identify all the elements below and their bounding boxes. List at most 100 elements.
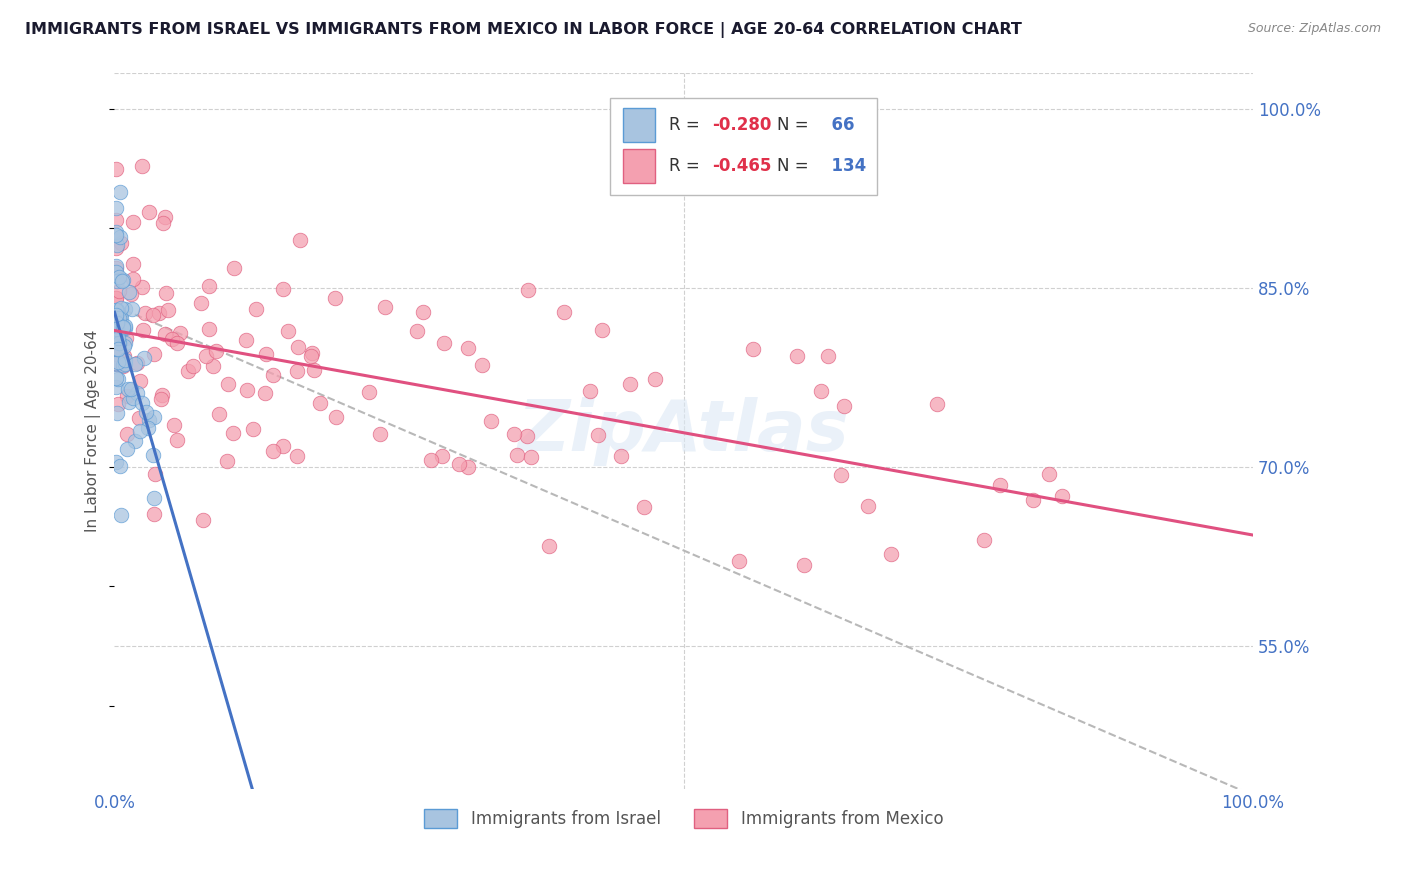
Text: R =: R = <box>669 157 704 175</box>
Point <box>285 364 308 378</box>
Point <box>107 326 129 341</box>
Text: ZipAtlas: ZipAtlas <box>517 397 849 466</box>
Point <box>973 533 995 547</box>
Point <box>118 395 141 409</box>
Point <box>104 308 127 322</box>
Point <box>308 396 330 410</box>
Point <box>112 339 135 353</box>
Point <box>449 457 471 471</box>
Point <box>832 400 855 414</box>
Point <box>194 349 217 363</box>
Point <box>105 259 128 273</box>
Point <box>105 343 128 357</box>
Point <box>105 316 128 330</box>
Point <box>105 303 128 318</box>
Point <box>166 433 188 447</box>
Point <box>520 450 543 465</box>
Point <box>112 359 135 373</box>
Point <box>277 324 299 338</box>
Point <box>198 321 221 335</box>
Point <box>105 225 128 239</box>
Point <box>131 395 153 409</box>
Point <box>163 418 186 433</box>
Point <box>108 186 131 200</box>
Point <box>457 341 479 355</box>
Point <box>104 241 127 255</box>
Point <box>470 358 492 372</box>
Point <box>880 547 903 561</box>
Point <box>110 235 132 250</box>
Point <box>111 321 134 335</box>
Point <box>122 391 145 405</box>
Point <box>155 327 177 342</box>
Text: IMMIGRANTS FROM ISRAEL VS IMMIGRANTS FROM MEXICO IN LABOR FORCE | AGE 20-64 CORR: IMMIGRANTS FROM ISRAEL VS IMMIGRANTS FRO… <box>25 22 1022 38</box>
Point <box>374 300 396 314</box>
Text: R =: R = <box>669 116 704 135</box>
Point <box>191 513 214 527</box>
Point <box>121 301 143 316</box>
Point <box>553 304 575 318</box>
Point <box>132 351 155 365</box>
Point <box>121 257 143 271</box>
Point <box>120 286 142 301</box>
Point <box>138 205 160 219</box>
Point <box>104 316 127 330</box>
Point <box>299 349 322 363</box>
Point <box>254 386 277 401</box>
Point <box>166 335 188 350</box>
Point <box>609 449 631 463</box>
Point <box>810 384 832 398</box>
Point <box>148 306 170 320</box>
Point <box>224 261 246 276</box>
Point <box>107 358 129 372</box>
Point <box>586 428 609 442</box>
Point <box>107 311 129 326</box>
Point <box>506 449 529 463</box>
Point <box>107 333 129 347</box>
Point <box>104 346 127 360</box>
Point <box>235 333 257 347</box>
Point <box>256 346 278 360</box>
Point <box>142 448 165 462</box>
Point <box>152 216 174 230</box>
Point <box>111 273 134 287</box>
Y-axis label: In Labor Force | Age 20-64: In Labor Force | Age 20-64 <box>86 330 101 533</box>
Point <box>217 454 239 468</box>
Point <box>793 558 815 572</box>
Point <box>516 428 538 442</box>
FancyBboxPatch shape <box>623 149 655 183</box>
Point <box>115 331 138 345</box>
Point <box>114 352 136 367</box>
Point <box>115 442 138 456</box>
Point <box>104 201 127 215</box>
FancyBboxPatch shape <box>623 108 655 143</box>
Point <box>112 349 135 363</box>
Point <box>124 434 146 448</box>
Point <box>104 371 127 385</box>
Point <box>105 292 128 306</box>
Point <box>142 308 165 322</box>
Point <box>117 285 139 299</box>
Point <box>128 411 150 425</box>
Point <box>111 274 134 288</box>
Point <box>108 229 131 244</box>
Point <box>112 319 135 334</box>
Point <box>121 382 143 396</box>
Point <box>177 364 200 378</box>
Point <box>357 385 380 400</box>
Point <box>419 453 441 467</box>
Point <box>633 500 655 514</box>
Point <box>325 409 347 424</box>
Point <box>107 270 129 285</box>
Point <box>433 335 456 350</box>
Point <box>104 380 127 394</box>
Point <box>988 478 1011 492</box>
Point <box>262 444 284 458</box>
Text: Source: ZipAtlas.com: Source: ZipAtlas.com <box>1247 22 1381 36</box>
Point <box>160 332 183 346</box>
Point <box>741 342 763 356</box>
Point <box>127 386 149 401</box>
Point <box>591 323 613 337</box>
Point <box>517 283 540 297</box>
Point <box>104 341 127 355</box>
